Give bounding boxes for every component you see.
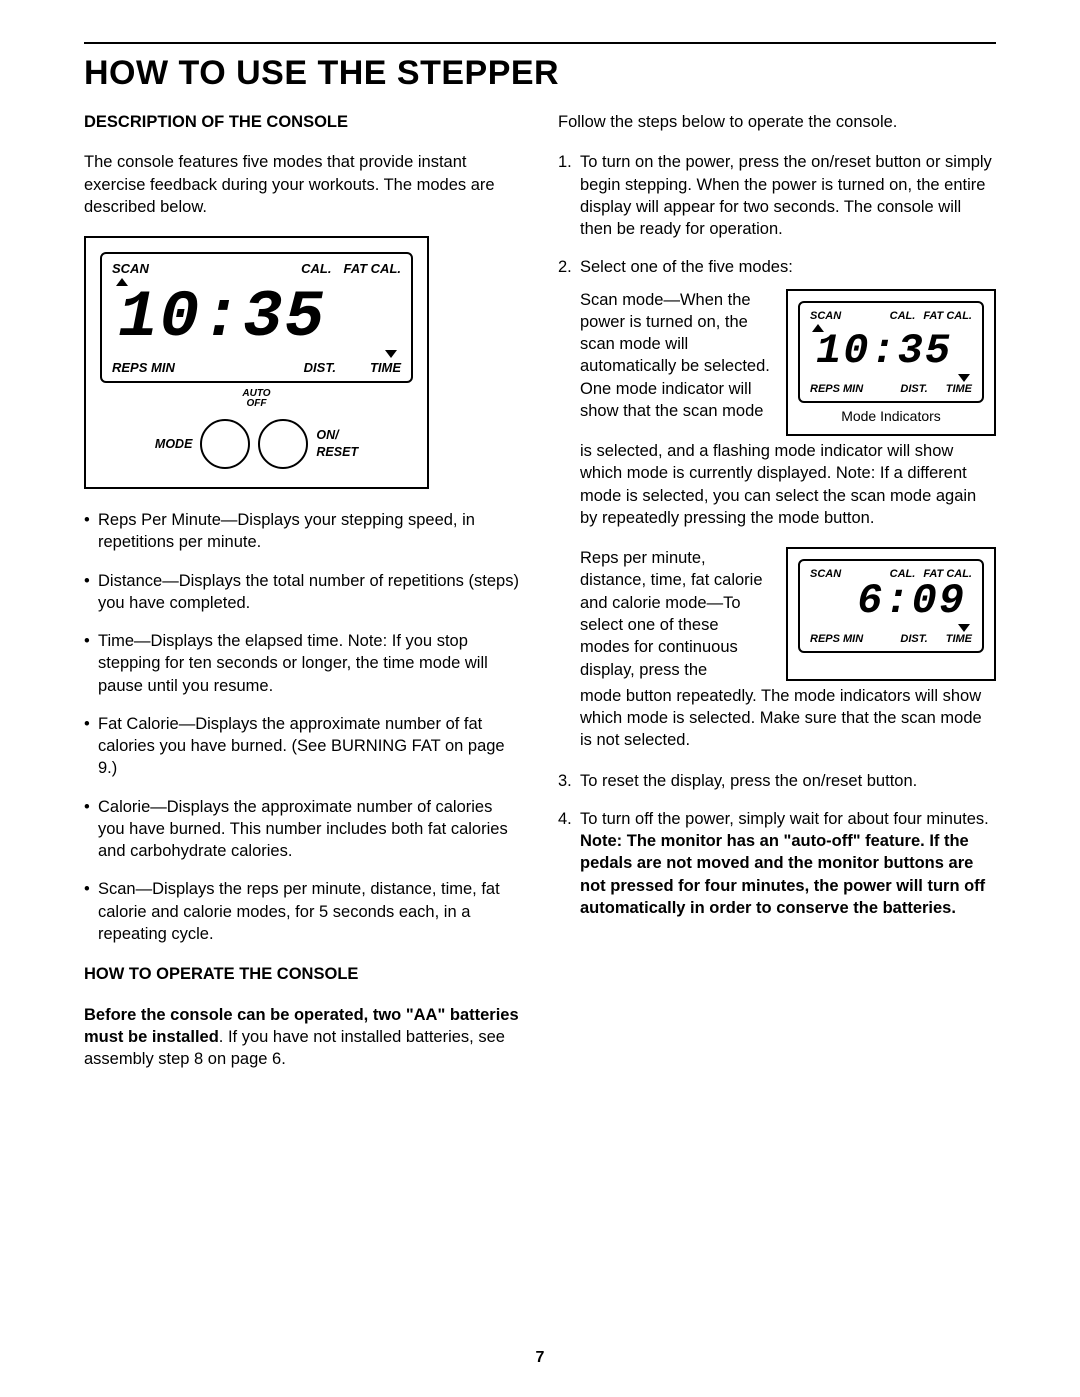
mini-console-2: SCAN CAL. FAT CAL. 6:09 REPS MIN DIST. T…	[786, 547, 996, 681]
mode-bullet-list: •Reps Per Minute—Displays your stepping …	[84, 509, 522, 945]
step-4: 4. To turn off the power, simply wait fo…	[558, 808, 996, 919]
indicator-down-icon	[958, 624, 970, 632]
label-reps: REPS MIN	[112, 359, 304, 377]
mini-console-1: SCAN CAL. FAT CAL. 10:35 REPS MIN DIST. …	[786, 289, 996, 437]
step-1: 1. To turn on the power, press the on/re…	[558, 151, 996, 240]
mode-button-icon	[200, 419, 250, 469]
lcd-bottom-labels: REPS MIN DIST. TIME	[112, 359, 401, 377]
mini-caption: Mode Indicators	[798, 407, 984, 426]
subhead-description: DESCRIPTION OF THE CONSOLE	[84, 111, 522, 133]
step-number: 1.	[558, 151, 580, 240]
label-scan: SCAN	[112, 260, 301, 278]
label-fatcal: FAT CAL.	[343, 260, 401, 278]
list-item: •Scan—Displays the reps per minute, dist…	[84, 878, 522, 945]
lcd-frame: SCAN CAL. FAT CAL. 10:35 REPS MIN DIST. …	[100, 252, 413, 383]
reset-button-icon	[258, 419, 308, 469]
manual-page: HOW TO USE THE STEPPER DESCRIPTION OF TH…	[0, 0, 1080, 1397]
label-time: TIME	[370, 359, 401, 377]
indicator-down-icon	[958, 374, 970, 382]
scan-mode-cont: is selected, and a flashing mode indicat…	[580, 440, 996, 529]
page-number: 7	[0, 1349, 1080, 1367]
step-2-body: Scan mode—When the power is turned on, t…	[558, 289, 996, 752]
mini-lcd-frame: SCAN CAL. FAT CAL. 6:09 REPS MIN DIST. T…	[798, 559, 984, 653]
on-reset-label: ON/ RESET	[316, 427, 358, 461]
auto-off-label: AUTO OFF	[100, 389, 413, 409]
list-item: •Calorie—Displays the approximate number…	[84, 796, 522, 863]
subhead-operate: HOW TO OPERATE THE CONSOLE	[84, 963, 522, 985]
top-rule	[84, 42, 996, 44]
list-item: •Fat Calorie—Displays the approximate nu…	[84, 713, 522, 780]
mini-lcd-frame: SCAN CAL. FAT CAL. 10:35 REPS MIN DIST. …	[798, 301, 984, 404]
scan-mode-text: Scan mode—When the power is turned on, t…	[580, 289, 772, 437]
label-dist: DIST.	[304, 359, 336, 377]
two-column-layout: DESCRIPTION OF THE CONSOLE The console f…	[84, 111, 996, 1088]
label-cal: CAL.	[301, 260, 331, 278]
follow-paragraph: Follow the steps below to operate the co…	[558, 111, 996, 133]
reps-mode-cont: mode button repeatedly. The mode indicat…	[580, 685, 996, 752]
step-2: 2. Select one of the five modes:	[558, 256, 996, 278]
step-number: 4.	[558, 808, 580, 919]
list-item: •Reps Per Minute—Displays your stepping …	[84, 509, 522, 554]
reps-mode-text: Reps per minute, distance, time, fat cal…	[580, 547, 772, 681]
lcd-digits: 10:35	[112, 288, 401, 350]
indicator-down-icon	[385, 350, 397, 358]
list-item: •Time—Displays the elapsed time. Note: I…	[84, 630, 522, 697]
page-title: HOW TO USE THE STEPPER	[84, 54, 996, 93]
step-number: 2.	[558, 256, 580, 278]
right-column: Follow the steps below to operate the co…	[558, 111, 996, 1088]
mode-label: MODE	[155, 436, 193, 453]
batteries-paragraph: Before the console can be operated, two …	[84, 1004, 522, 1071]
console-diagram: SCAN CAL. FAT CAL. 10:35 REPS MIN DIST. …	[84, 236, 429, 489]
intro-paragraph: The console features five modes that pro…	[84, 151, 522, 218]
lcd-top-labels: SCAN CAL. FAT CAL.	[112, 260, 401, 278]
list-item: •Distance—Displays the total number of r…	[84, 570, 522, 615]
left-column: DESCRIPTION OF THE CONSOLE The console f…	[84, 111, 522, 1088]
button-row: MODE ON/ RESET	[100, 419, 413, 469]
step-number: 3.	[558, 770, 580, 792]
step-3: 3. To reset the display, press the on/re…	[558, 770, 996, 792]
